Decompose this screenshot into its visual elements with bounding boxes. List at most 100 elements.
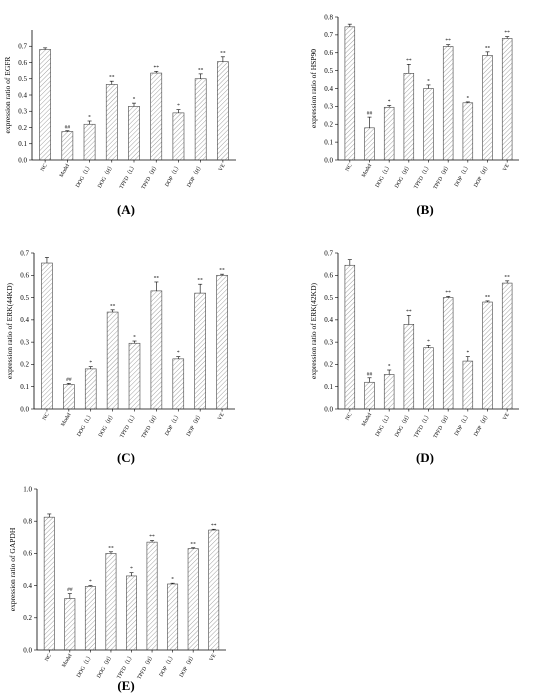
bar: [423, 347, 434, 410]
bar: [172, 112, 185, 161]
x-tick-label: VE: [217, 411, 226, 421]
y-tick-label: 0.7: [324, 249, 333, 257]
significance-label: **: [445, 38, 451, 44]
y-tick-label: 0.1: [18, 140, 27, 148]
bar: [482, 55, 493, 161]
y-tick-label: 0.3: [18, 108, 27, 116]
panel-e: 0.0 0.2 0.4 0.6 0.8 1.0 expression ratio of GA…: [8, 485, 226, 693]
x-tick-label: DOP（H）: [185, 412, 204, 438]
bar: [43, 516, 55, 651]
y-tick-label: 0.6: [23, 550, 32, 558]
significance-label: **: [108, 545, 114, 551]
x-tick-label: TPFD（L）: [115, 653, 135, 681]
y-tick-label: 0.7: [18, 43, 27, 51]
bar: [128, 342, 141, 410]
x-tick-label: DOG（H）: [393, 163, 413, 190]
x-tick-label: DOG（L）: [74, 163, 93, 189]
y-tick-label: 0.8: [23, 518, 32, 526]
x-tick-label: DOG（H）: [96, 163, 116, 190]
significance-label: *: [427, 339, 430, 345]
y-tick-label: 0.5: [324, 294, 333, 302]
panel-label: (A): [117, 202, 135, 217]
x-tick-label: NC: [40, 163, 49, 173]
y-tick-label: 0.7: [324, 31, 333, 39]
significance-label: **: [149, 534, 155, 540]
y-tick-label: 0.1: [20, 383, 29, 391]
x-tick-label: Model: [59, 163, 72, 179]
significance-label: **: [197, 278, 203, 284]
significance-label: ##: [367, 111, 373, 117]
x-tick-label: DOP（L）: [163, 412, 182, 437]
x-tick-label: DOG（L）: [374, 412, 393, 438]
significance-label: **: [190, 541, 196, 547]
x-tick-label: DOP（L）: [453, 412, 472, 437]
bar: [216, 274, 228, 410]
bar: [150, 72, 163, 161]
significance-label: **: [485, 294, 491, 300]
y-tick-label: 0.5: [324, 67, 333, 75]
bar: [84, 586, 96, 651]
y-tick-label: 0.0: [324, 156, 333, 164]
y-tick-label: 0.4: [23, 582, 32, 590]
panel-b: 0.0 0.1 0.2 0.3 0.4 0.5 0.6 0.7 0.8 expression ra…: [309, 13, 519, 217]
bar: [194, 292, 206, 410]
x-tick-label: TPFD（H）: [136, 653, 156, 681]
y-axis-label: expression ratio of EGFR: [3, 57, 12, 134]
significance-label: **: [211, 523, 217, 529]
bar: [39, 49, 51, 161]
significance-label: *: [427, 78, 430, 84]
bar: [423, 88, 434, 161]
y-tick-label: 0.6: [324, 49, 333, 57]
x-tick-label: TPFD（H）: [432, 412, 452, 440]
x-tick-label: VE: [502, 411, 511, 421]
significance-label: **: [406, 309, 412, 315]
x-tick-label: DOP（L）: [158, 653, 177, 678]
significance-label: *: [89, 579, 92, 585]
significance-label: **: [406, 58, 412, 64]
y-tick-label: 0.4: [18, 91, 27, 99]
bar: [105, 553, 117, 651]
bar: [217, 61, 229, 161]
y-axis-label: expression ratio of GAPDH: [8, 527, 17, 611]
bar: [84, 368, 97, 410]
x-tick-label: VE: [502, 162, 511, 172]
significance-label: *: [89, 360, 92, 366]
x-tick-label: TPFD（L）: [412, 163, 432, 191]
bar: [403, 73, 415, 161]
significance-label: *: [133, 335, 136, 341]
bar: [146, 541, 158, 651]
significance-label: *: [388, 99, 391, 105]
x-tick-label: DOG（L）: [75, 653, 94, 679]
bar: [64, 598, 76, 651]
bar: [442, 297, 454, 410]
significance-label: *: [88, 115, 91, 121]
y-tick-label: 0.4: [20, 316, 29, 324]
significance-label: *: [177, 103, 180, 109]
panel-a: 0.0 0.1 0.2 0.3 0.4 0.5 0.6 0.7 expression ratio…: [3, 30, 236, 217]
bar: [126, 575, 137, 651]
significance-label: **: [445, 290, 451, 296]
x-tick-label: DOP（L）: [163, 163, 182, 188]
panel-label: (E): [117, 678, 134, 693]
bar: [482, 301, 493, 410]
x-tick-label: DOG（H）: [95, 653, 115, 680]
y-tick-label: 0.4: [324, 316, 333, 324]
significance-label: *: [133, 97, 136, 103]
bar: [462, 102, 474, 161]
significance-label: **: [154, 275, 160, 281]
y-tick-label: 0.5: [20, 294, 29, 302]
significance-label: ##: [67, 587, 73, 593]
y-axis-label: expression ratio of ERK(42KD): [309, 282, 318, 379]
bar: [106, 311, 119, 410]
bar: [501, 282, 513, 410]
bar: [194, 78, 207, 161]
y-tick-label: 0.2: [324, 121, 333, 129]
significance-label: **: [109, 75, 115, 81]
y-tick-label: 0.8: [324, 13, 333, 21]
bar: [172, 358, 185, 410]
bar: [403, 324, 415, 410]
y-tick-label: 0.2: [324, 361, 333, 369]
x-tick-label: DOP（H）: [472, 163, 491, 189]
y-tick-label: 0.2: [23, 614, 32, 622]
significance-label: *: [388, 364, 391, 370]
